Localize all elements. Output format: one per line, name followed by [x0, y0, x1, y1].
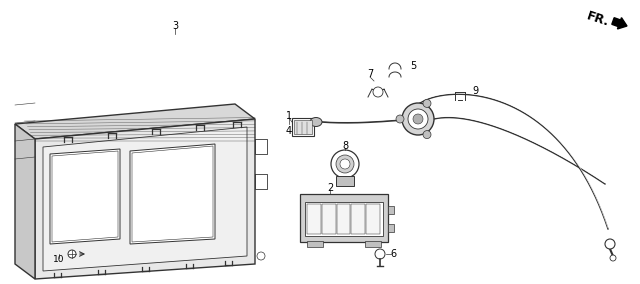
Circle shape [331, 150, 359, 178]
Text: 10: 10 [53, 256, 65, 264]
Polygon shape [35, 119, 255, 279]
Bar [322, 204, 335, 234]
Text: 3: 3 [172, 21, 178, 31]
Bar [388, 206, 394, 214]
Bar [351, 204, 365, 234]
Bar [365, 241, 381, 247]
Circle shape [605, 239, 615, 249]
Circle shape [373, 87, 383, 97]
Text: 4: 4 [286, 126, 292, 136]
Circle shape [340, 159, 350, 169]
Polygon shape [43, 127, 247, 271]
Text: 1: 1 [286, 111, 292, 121]
Circle shape [423, 131, 431, 139]
Bar [307, 204, 321, 234]
Text: 9: 9 [472, 86, 478, 96]
Text: FR.: FR. [585, 9, 611, 29]
Circle shape [408, 109, 428, 129]
Text: 6: 6 [390, 249, 396, 259]
Polygon shape [15, 104, 255, 139]
Polygon shape [50, 149, 120, 244]
Circle shape [423, 99, 431, 107]
Circle shape [402, 103, 434, 135]
Bar [366, 204, 380, 234]
Polygon shape [15, 124, 35, 279]
Bar [292, 118, 314, 136]
Bar [337, 204, 351, 234]
Bar [305, 202, 383, 236]
Circle shape [336, 155, 354, 173]
Bar [336, 176, 354, 186]
Bar [388, 224, 394, 232]
Text: 5: 5 [410, 61, 416, 71]
FancyArrow shape [612, 18, 627, 29]
Text: 8: 8 [342, 141, 348, 151]
Circle shape [396, 115, 404, 123]
Circle shape [375, 249, 385, 259]
Bar [307, 241, 323, 247]
Polygon shape [130, 144, 215, 244]
Circle shape [68, 250, 76, 258]
Circle shape [257, 252, 265, 260]
Circle shape [413, 114, 423, 124]
Bar [294, 120, 312, 134]
Ellipse shape [310, 118, 322, 126]
Text: 2: 2 [327, 183, 333, 193]
Circle shape [610, 255, 616, 261]
Text: 7: 7 [367, 69, 373, 79]
Bar [300, 194, 388, 242]
